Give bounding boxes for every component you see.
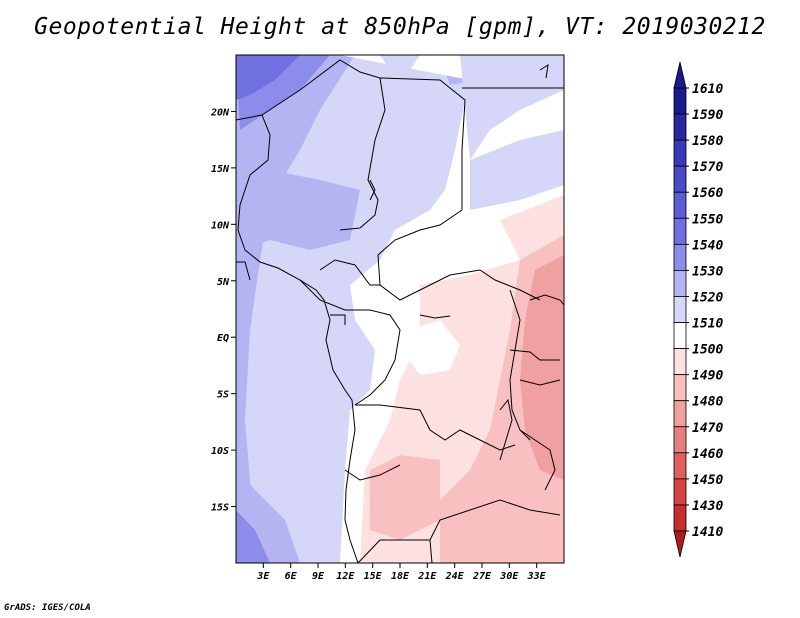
lon-tick-label: 21E <box>417 571 437 582</box>
colorbar-label: 1530 <box>692 264 723 279</box>
colorbar-box <box>673 426 687 454</box>
colorbar-label: 1560 <box>692 186 723 201</box>
lon-tick-label: 27E <box>472 571 492 582</box>
height-field <box>236 55 564 563</box>
colorbar-box <box>673 400 687 428</box>
colorbar-box <box>673 217 687 245</box>
colorbar-box <box>673 113 687 141</box>
lat-tick-label: 10S <box>211 446 229 457</box>
colorbar-label: 1500 <box>692 343 723 358</box>
colorbar-bottom-arrow <box>673 530 687 558</box>
lat-tick-label: EQ <box>217 333 229 344</box>
colorbar-label: 1490 <box>692 369 723 384</box>
lon-tick-label: 9E <box>312 571 325 582</box>
colorbar-box <box>673 87 687 115</box>
lat-tick-label: 10N <box>211 220 230 231</box>
lon-tick-label: 3E <box>256 571 270 582</box>
lat-tick-label: 5N <box>217 277 230 288</box>
colorbar-box <box>673 478 687 506</box>
colorbar-box <box>673 322 687 349</box>
colorbar-box <box>673 270 687 297</box>
lat-tick-label: 5S <box>217 390 229 401</box>
lon-tick-label: 12E <box>336 571 355 582</box>
colorbar-box <box>673 191 687 219</box>
colorbar-box <box>673 348 687 376</box>
longitude-ticks: 3E 6E 9E 12E 15E 18E 21E 24E 27E 30E 33E <box>256 563 547 582</box>
colorbar-box <box>673 243 687 271</box>
colorbar-top-arrow <box>673 61 687 89</box>
lon-tick-label: 15E <box>364 571 383 582</box>
map-title: Geopotential Height at 850hPa [gpm], VT:… <box>34 14 766 40</box>
colorbar-label: 1590 <box>692 108 723 123</box>
colorbar-label: 1550 <box>692 212 723 227</box>
colorbar-box <box>673 452 687 480</box>
lat-tick-label: 15N <box>211 164 230 175</box>
lat-tick-label: 20N <box>210 107 230 118</box>
colorbar-box <box>673 296 687 323</box>
colorbar-label: 1410 <box>692 525 723 540</box>
colorbar-label: 1510 <box>692 317 723 332</box>
colorbar-label: 1480 <box>692 395 723 410</box>
colorbar-label: 1540 <box>692 238 723 253</box>
grads-credit: GrADS: IGES/COLA <box>4 603 91 613</box>
latitude-ticks: 20N 15N 10N 5N EQ 5S 10S 15S <box>210 107 236 514</box>
country-borders <box>236 59 564 563</box>
lon-tick-label: 6E <box>285 571 298 582</box>
colorbar-box <box>673 139 687 167</box>
colorbar-label: 1450 <box>692 473 723 488</box>
colorbar-label: 1610 <box>692 82 723 97</box>
lat-tick-label: 15S <box>211 503 229 514</box>
lon-tick-label: 24E <box>445 571 465 582</box>
colorbar-label: 1470 <box>692 421 723 436</box>
lon-tick-label: 30E <box>499 571 519 582</box>
colorbar-label: 1520 <box>692 290 723 305</box>
lon-tick-label: 18E <box>391 571 410 582</box>
colorbar-box <box>673 165 687 193</box>
colorbar-box <box>673 374 687 402</box>
colorbar-label: 1580 <box>692 134 723 149</box>
lon-tick-label: 33E <box>527 571 547 582</box>
colorbar-label: 1430 <box>692 499 723 514</box>
colorbar-label: 1460 <box>692 447 723 462</box>
colorbar-label: 1570 <box>692 160 723 175</box>
colorbar-box <box>673 504 687 532</box>
